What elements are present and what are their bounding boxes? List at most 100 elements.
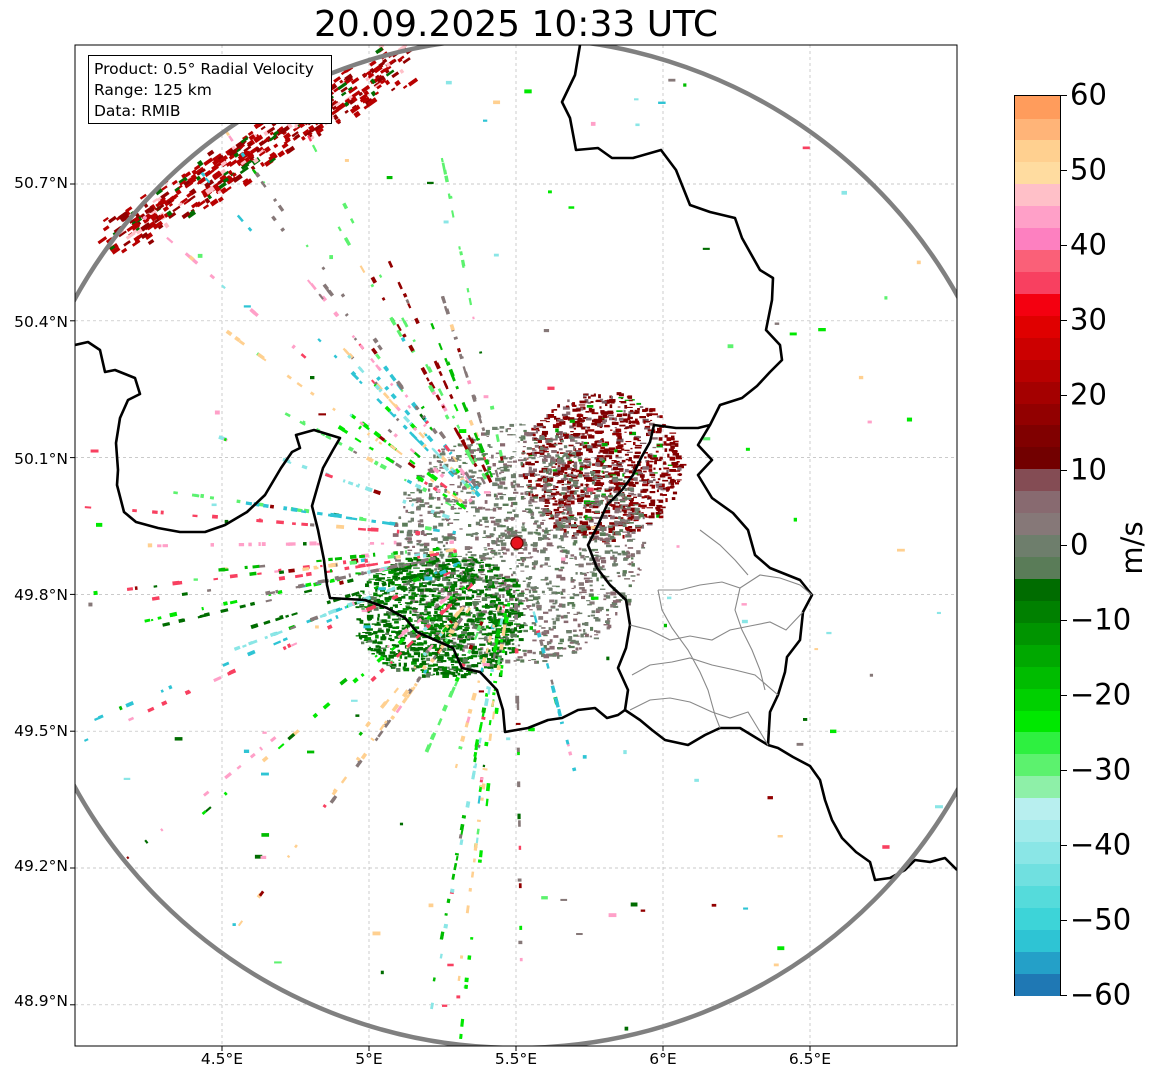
echo-receding: [647, 431, 653, 435]
echo-core: [486, 494, 492, 497]
echo-core: [433, 511, 437, 515]
echo-core: [554, 599, 558, 604]
echo-spoke: [455, 385, 459, 390]
echo-receding: [611, 462, 615, 464]
echo-core: [522, 548, 527, 551]
echo-approaching: [452, 674, 458, 677]
echo-approaching: [388, 583, 391, 588]
echo-approaching: [412, 658, 419, 662]
echo-spoke: [233, 645, 241, 651]
echo-receding: [567, 417, 575, 421]
echo-spoke: [384, 385, 390, 391]
echo-spoke: [402, 499, 407, 504]
echo-spoke: [265, 590, 271, 596]
echo-core: [604, 550, 611, 554]
echo-receding: [598, 415, 603, 420]
echo-core: [583, 504, 587, 507]
echo-streak: [160, 191, 170, 200]
echo-streak: [242, 178, 253, 187]
echo-approaching: [398, 659, 401, 661]
echo-receding: [532, 433, 536, 437]
echo-core: [594, 538, 598, 543]
echo-approaching: [447, 642, 451, 644]
echo-spoke: [389, 444, 397, 451]
echo-receding: [578, 433, 585, 435]
echo-core: [557, 605, 561, 607]
echo-approaching: [467, 618, 473, 621]
echo-core: [547, 533, 551, 536]
echo-approaching: [418, 604, 425, 606]
echo-receding: [527, 485, 531, 489]
echo-approaching: [445, 630, 449, 633]
echo-spoke: [532, 611, 536, 616]
echo-core: [532, 546, 538, 548]
echo-core: [516, 531, 522, 534]
echo-core: [571, 607, 575, 609]
echo-streak: [165, 202, 170, 206]
echo-approaching: [426, 561, 431, 564]
echo-core: [560, 498, 563, 500]
echo-core: [593, 567, 597, 571]
echo-approaching: [506, 641, 511, 645]
echo-spoke: [191, 493, 200, 498]
echo-approaching: [411, 661, 417, 665]
echo-core: [478, 469, 483, 472]
echo-core: [521, 452, 526, 454]
echo-spoke: [118, 705, 123, 711]
echo-approaching: [458, 626, 465, 628]
echo-core: [530, 543, 535, 547]
echo-core: [544, 530, 549, 534]
echo-core: [563, 445, 568, 449]
echo-core: [547, 439, 553, 443]
echo-receding: [580, 464, 586, 468]
echo-receding: [651, 413, 658, 416]
echo-core: [623, 558, 628, 561]
echo-approaching: [451, 624, 455, 626]
echo-core: [450, 506, 455, 510]
echo-core: [414, 552, 420, 555]
echo-core: [545, 647, 550, 651]
echo-core: [516, 624, 519, 628]
echo-core: [599, 557, 606, 560]
echo-approaching: [413, 556, 419, 561]
echo-spoke: [438, 598, 446, 605]
echo-core: [615, 599, 621, 603]
echo-receding: [625, 504, 629, 507]
echo-core: [544, 548, 548, 551]
echo-spoke: [472, 316, 475, 320]
echo-core: [502, 580, 505, 583]
echo-spoke: [410, 573, 416, 578]
echo-streak: [260, 125, 266, 131]
echo-core: [482, 473, 488, 477]
echo-approaching: [476, 621, 482, 624]
echo-spoke: [519, 925, 523, 930]
echo-approaching: [507, 647, 512, 650]
echo-approaching: [475, 609, 482, 612]
echo-core: [565, 519, 571, 523]
echo-core: [416, 500, 423, 503]
echo-core: [504, 575, 511, 579]
echo-receding: [610, 474, 617, 476]
echo-receding: [674, 482, 680, 485]
echo-receding: [621, 508, 627, 512]
echo-receding: [567, 480, 572, 484]
echo-spoke: [405, 299, 410, 304]
echo-receding: [601, 514, 608, 519]
echo-streak: [344, 73, 354, 82]
echo-core: [513, 488, 517, 491]
echo-spoke: [197, 615, 203, 619]
echo-receding: [655, 506, 661, 510]
echo-spoke: [517, 751, 520, 756]
echo-spoke: [363, 571, 368, 575]
echo-core: [516, 483, 521, 488]
echo-receding: [618, 417, 624, 421]
echo-core: [518, 474, 523, 478]
echo-core: [521, 600, 526, 602]
echo-core: [616, 511, 622, 513]
echo-core: [435, 506, 441, 509]
echo-approaching: [485, 625, 489, 629]
echo-receding: [554, 514, 559, 519]
echo-approaching: [468, 569, 475, 572]
echo-core: [543, 448, 548, 450]
echo-spoke: [223, 791, 228, 796]
